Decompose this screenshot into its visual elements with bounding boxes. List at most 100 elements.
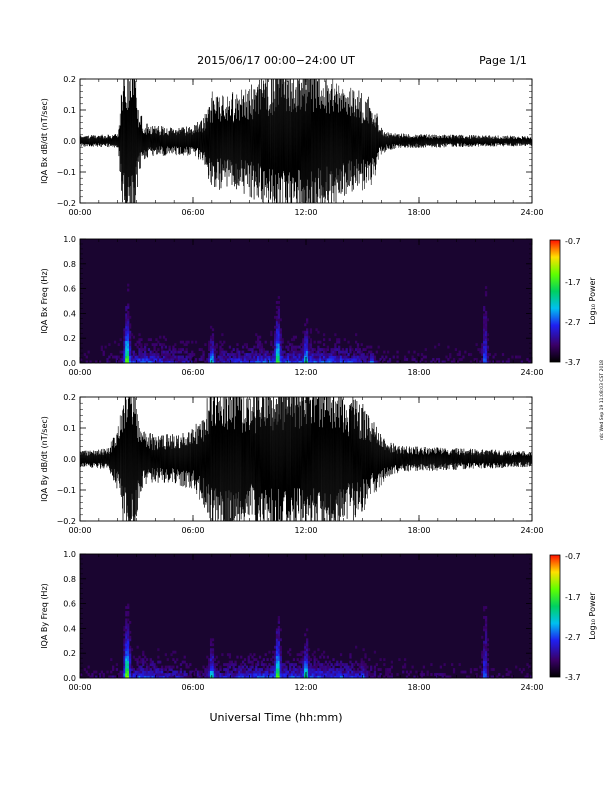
spectrogram-cell <box>334 350 337 354</box>
spectrogram-cell <box>279 650 282 654</box>
spectrogram-cell <box>83 353 87 356</box>
spectrogram-cell <box>302 670 305 674</box>
spectrogram-cell <box>125 648 128 652</box>
spectrogram-cell <box>264 350 267 354</box>
spectrogram-cell <box>294 668 297 671</box>
spectrogram-cell <box>289 653 292 657</box>
spectrogram-cell <box>300 650 303 654</box>
spectrogram-cell <box>157 648 160 652</box>
spectrogram-cell <box>484 616 488 619</box>
spectrogram-cell <box>202 353 205 356</box>
spectrogram-cell <box>277 325 281 329</box>
spectrogram-cell <box>306 335 309 339</box>
spectrogram-cell <box>407 673 410 676</box>
spectrogram-cell <box>144 673 147 676</box>
spectrogram-cell <box>379 358 382 361</box>
spectrogram-cell <box>283 670 286 674</box>
spectrogram-cell <box>225 675 228 679</box>
spectrogram-cell <box>127 340 130 344</box>
spectrogram-cell <box>138 338 141 342</box>
spectrogram-cell <box>127 333 130 337</box>
spectrogram-cell <box>251 675 254 679</box>
spectrogram-cell <box>241 665 245 669</box>
spectrogram-cell <box>219 360 222 364</box>
spectrogram-cell <box>232 675 235 679</box>
spectrogram-cell <box>277 308 281 312</box>
spectrogram-cell <box>149 670 152 674</box>
spectrogram-cell <box>328 660 331 664</box>
spectrogram-cell <box>136 675 139 679</box>
spectrogram-cell <box>166 675 169 679</box>
spectrogram-cell <box>483 313 486 317</box>
spectrogram-cell <box>486 353 490 356</box>
y-tick-label: 0.6 <box>63 285 76 294</box>
spectrogram-cell <box>328 355 331 359</box>
spectrogram-cell <box>338 345 341 349</box>
spectrogram-cell <box>127 655 130 659</box>
spectrogram-cell <box>179 668 183 671</box>
spectrogram-cell <box>149 668 152 671</box>
spectrogram-cell <box>206 668 209 671</box>
spectrogram-cell <box>134 675 137 679</box>
spectrogram-cell <box>191 340 194 344</box>
spectrogram-cell <box>164 353 168 356</box>
spectrogram-cell <box>168 358 171 361</box>
spectrogram-cell <box>128 645 132 649</box>
spectrogram-cell <box>370 673 373 676</box>
spectrogram-cell <box>147 358 151 361</box>
spectrogram-cell <box>317 353 320 356</box>
spectrogram-cell <box>211 668 215 671</box>
spectrogram-cell <box>157 353 160 356</box>
spectrogram-cell <box>296 675 299 679</box>
spectrogram-cell <box>211 328 215 332</box>
spectrogram-cell <box>166 358 169 361</box>
spectrogram-cell <box>168 348 171 351</box>
spectrogram-cell <box>119 338 122 342</box>
spectrogram-cell <box>322 663 326 666</box>
spectrogram-cell <box>328 670 331 674</box>
spectrogram-cell <box>174 673 177 676</box>
spectrogram-cell <box>381 355 384 359</box>
spectrogram-cell <box>128 315 132 319</box>
spectrogram-cell <box>283 668 286 671</box>
spectrogram-cell <box>170 665 173 669</box>
spectrogram-cell <box>234 355 237 359</box>
spectrogram-cell <box>275 648 279 652</box>
spectrogram-cell <box>285 345 288 349</box>
spectrogram-cell <box>298 660 301 664</box>
spectrogram-cell <box>125 333 128 337</box>
spectrogram-cell <box>275 635 279 639</box>
spectrogram-cell <box>522 668 525 671</box>
spectrogram-cell <box>127 330 130 334</box>
spectrogram-cell <box>309 330 313 334</box>
spectrogram-cell <box>496 360 499 364</box>
spectrogram-cell <box>125 330 128 334</box>
spectrogram-cell <box>251 358 254 361</box>
spectrogram-cell <box>215 673 218 676</box>
spectrogram-cell <box>481 655 484 659</box>
spectrogram-cell <box>159 335 162 339</box>
spectrogram-cell <box>270 665 273 669</box>
spectrogram-cell <box>484 340 488 344</box>
spectrogram-cell <box>211 353 215 356</box>
spectrogram-cell <box>251 665 254 669</box>
spectrogram-cell <box>347 665 350 669</box>
spectrogram-cell <box>306 650 309 654</box>
spectrogram-cell <box>219 355 222 359</box>
spectrogram-cell <box>483 608 486 612</box>
spectrogram-cell <box>501 353 505 356</box>
spectrogram-cell <box>386 673 390 676</box>
spectrogram-cell <box>128 660 132 664</box>
spectrogram-cell <box>313 665 316 669</box>
spectrogram-cell <box>236 668 239 671</box>
spectrogram-cell <box>140 348 143 351</box>
spectrogram-cell <box>127 638 130 642</box>
spectrogram-cell <box>204 668 207 671</box>
spectrogram-cell <box>317 350 320 354</box>
spectrogram-cell <box>272 655 275 659</box>
spectrogram-cell <box>213 665 216 669</box>
spectrogram-cell <box>484 643 488 647</box>
spectrogram-cell <box>507 670 510 674</box>
spectrogram-cell <box>130 675 134 679</box>
spectrogram-cell <box>183 660 186 664</box>
